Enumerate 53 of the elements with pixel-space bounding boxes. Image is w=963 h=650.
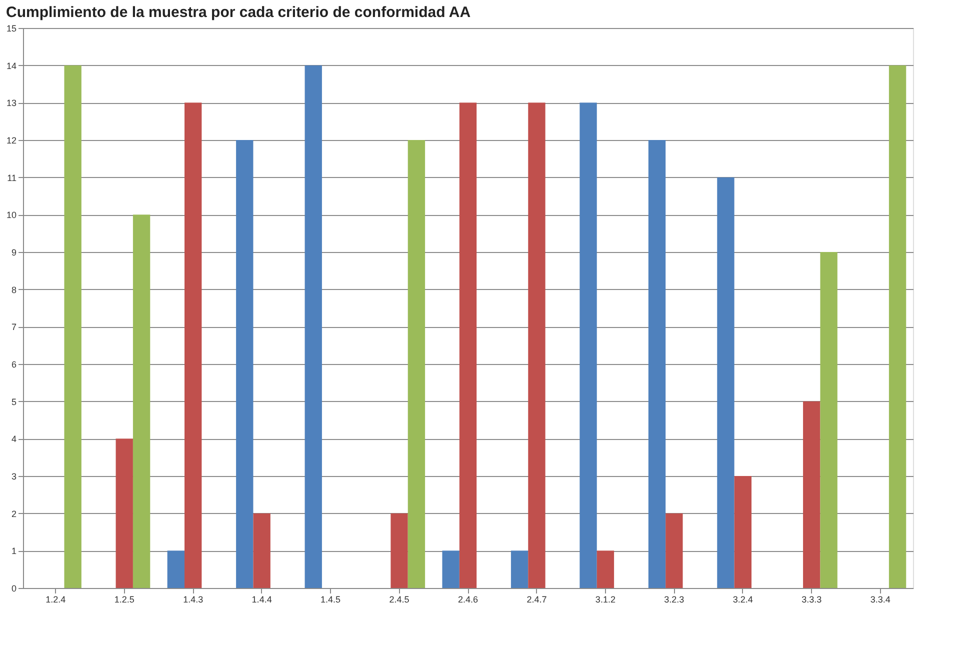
x-tick-label: 1.4.4: [252, 594, 272, 604]
bar: [459, 102, 477, 588]
bar: [64, 65, 82, 588]
bar: [184, 102, 202, 588]
x-tick-label: 2.4.7: [526, 594, 547, 604]
bar: [132, 214, 150, 588]
bar: [528, 102, 546, 588]
x-tick-label: 1.4.5: [320, 594, 341, 604]
x-tick-label: 3.3.3: [802, 594, 822, 604]
bar: [236, 140, 254, 588]
y-tick-label: 7: [11, 322, 16, 332]
y-tick-label: 1: [11, 546, 16, 556]
bar: [820, 252, 838, 588]
y-tick-label: 8: [11, 284, 16, 295]
bar: [304, 65, 322, 588]
bar: [253, 513, 270, 588]
y-tick-label: 2: [11, 508, 16, 519]
bar: [390, 513, 408, 588]
y-tick-label: 15: [6, 24, 16, 34]
bar: [717, 177, 734, 588]
y-tick-label: 11: [7, 172, 16, 183]
x-tick-label: 1.2.5: [114, 594, 134, 604]
bar: [803, 401, 820, 588]
x-tick-label: 1.2.4: [46, 594, 66, 604]
chart-title: Cumplimiento de la muestra por cada criterio de conformidad AA: [6, 4, 471, 21]
x-tick-label: 2.4.6: [458, 594, 478, 604]
y-tick-label: 12: [6, 136, 16, 146]
x-tick-label: 3.2.3: [664, 594, 684, 604]
bar: [734, 476, 752, 588]
bar: [167, 550, 185, 588]
bar: [510, 550, 528, 588]
x-tick-label: 3.3.4: [870, 594, 890, 604]
x-tick-label: 3.2.4: [732, 594, 753, 604]
y-tick-label: 3: [11, 472, 16, 482]
bar: [442, 550, 460, 588]
x-tick-label: 3.1.2: [595, 594, 616, 604]
y-tick-label: 10: [6, 210, 16, 220]
y-tick-label: 9: [11, 248, 16, 258]
y-tick-label: 6: [11, 360, 16, 370]
y-tick-label: 14: [6, 60, 16, 71]
bar: [648, 140, 666, 588]
bar: [888, 65, 906, 588]
x-tick-label: 2.4.5: [389, 594, 410, 604]
bar: [116, 438, 133, 588]
x-tick-label: 1.4.3: [183, 594, 204, 604]
bar: [666, 513, 683, 588]
y-tick-label: 13: [6, 98, 16, 108]
bar: [596, 550, 614, 588]
bar: [580, 102, 597, 588]
y-tick-label: 4: [11, 434, 16, 444]
y-tick-label: 0: [11, 584, 16, 594]
bar: [408, 140, 426, 588]
y-tick-label: 5: [11, 396, 16, 407]
